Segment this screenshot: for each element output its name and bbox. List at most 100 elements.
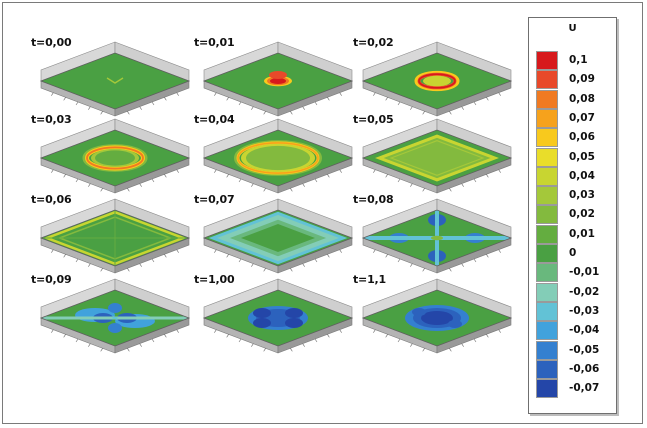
surface-outline xyxy=(361,289,513,347)
axis-tick xyxy=(63,97,66,101)
legend-swatch xyxy=(536,244,558,263)
axis-tick xyxy=(151,101,155,106)
wave-diamond xyxy=(241,224,315,252)
axis-tick xyxy=(164,97,167,101)
axis-tick xyxy=(151,338,155,343)
axis-tick xyxy=(251,343,254,347)
axis-tick xyxy=(302,183,305,187)
axis-tick xyxy=(139,183,142,187)
axis-tick xyxy=(461,263,464,267)
axis-tick xyxy=(214,92,217,96)
axis-tick xyxy=(373,92,376,96)
axis-tick xyxy=(397,101,401,106)
axis-tick xyxy=(422,188,425,192)
axis-tick xyxy=(238,178,242,183)
axis-tick xyxy=(314,258,318,263)
surface-outline xyxy=(39,209,191,267)
axis-tick xyxy=(449,268,452,272)
time-label: t=0,09 xyxy=(31,273,72,286)
legend-tick-label: 0,05 xyxy=(569,150,595,163)
axis-tick xyxy=(127,188,130,192)
axis-tick xyxy=(238,338,242,343)
axis-tick xyxy=(100,111,103,115)
axis-tick xyxy=(63,174,66,178)
axis-tick xyxy=(75,258,79,263)
axis-tick xyxy=(164,334,167,338)
legend-swatch xyxy=(536,166,558,186)
legend-tick-label: -0,01 xyxy=(569,266,600,279)
wave-blob xyxy=(285,318,303,328)
time-label: t=0,06 xyxy=(31,193,72,206)
axis-tick xyxy=(397,258,401,263)
surface-panel xyxy=(202,278,354,354)
axis-tick xyxy=(473,338,477,343)
legend-tick-label: 0,03 xyxy=(569,189,595,202)
axis-tick xyxy=(302,263,305,267)
axis-tick xyxy=(63,334,66,338)
axis-tick xyxy=(75,178,79,183)
legend-tick-label: -0,06 xyxy=(569,362,600,375)
axis-tick xyxy=(410,106,413,110)
axis-tick xyxy=(127,111,130,115)
axis-tick xyxy=(498,249,501,253)
axis-tick xyxy=(151,178,155,183)
axis-tick xyxy=(473,258,477,263)
wave-ring xyxy=(86,146,144,170)
axis-tick xyxy=(327,254,330,258)
axis-tick xyxy=(88,183,91,187)
axis-tick xyxy=(238,258,242,263)
axis-tick xyxy=(498,329,501,333)
wave-disk xyxy=(423,75,451,87)
time-label: t=1,1 xyxy=(353,273,386,286)
axis-tick xyxy=(327,334,330,338)
axis-tick xyxy=(449,188,452,192)
axis-tick xyxy=(397,338,401,343)
surface-panel xyxy=(39,278,191,354)
time-label: t=0,00 xyxy=(31,36,72,49)
time-label: t=0,08 xyxy=(353,193,394,206)
time-label: t=0,04 xyxy=(194,113,235,126)
legend-tick-label: -0,02 xyxy=(569,285,600,298)
axis-tick xyxy=(339,169,342,173)
axis-tick xyxy=(486,334,489,338)
axis-tick xyxy=(410,343,413,347)
surface-outline xyxy=(202,209,354,267)
wave-blob xyxy=(412,308,426,316)
axis-tick xyxy=(486,174,489,178)
surface-panel xyxy=(202,41,354,117)
axis-tick xyxy=(290,111,293,115)
axis-tick xyxy=(88,343,91,347)
axis-tick xyxy=(51,329,54,333)
axis-tick xyxy=(410,183,413,187)
wave-blob xyxy=(253,318,271,328)
axis-tick xyxy=(314,178,318,183)
legend-swatch xyxy=(536,301,558,321)
surface-outline xyxy=(361,52,513,110)
legend-swatch xyxy=(536,108,558,128)
wave-disk xyxy=(246,145,310,171)
surface-panel xyxy=(39,41,191,117)
legend-tick-label: 0,08 xyxy=(569,92,595,105)
axis-tick xyxy=(314,101,318,106)
legend-swatch xyxy=(536,186,558,206)
legend-swatch xyxy=(536,147,558,167)
wave-blob xyxy=(285,308,303,318)
legend-tick-label: 0,09 xyxy=(569,73,595,86)
legend-tick-label: 0,06 xyxy=(569,131,595,144)
axis-tick xyxy=(385,97,388,101)
axis-tick xyxy=(226,334,229,338)
surface-panel xyxy=(361,41,513,117)
axis-tick xyxy=(226,174,229,178)
axis-tick xyxy=(339,249,342,253)
axis-tick xyxy=(473,178,477,183)
surface-outline xyxy=(202,129,354,187)
wave-blob xyxy=(108,303,122,313)
time-label: t=0,03 xyxy=(31,113,72,126)
axis-tick xyxy=(339,329,342,333)
axis-tick xyxy=(251,263,254,267)
axis-tick xyxy=(263,111,266,115)
legend-tick-label: -0,03 xyxy=(569,304,600,317)
wave-blob xyxy=(421,311,453,325)
axis-tick xyxy=(327,174,330,178)
axis-tick xyxy=(176,169,179,173)
